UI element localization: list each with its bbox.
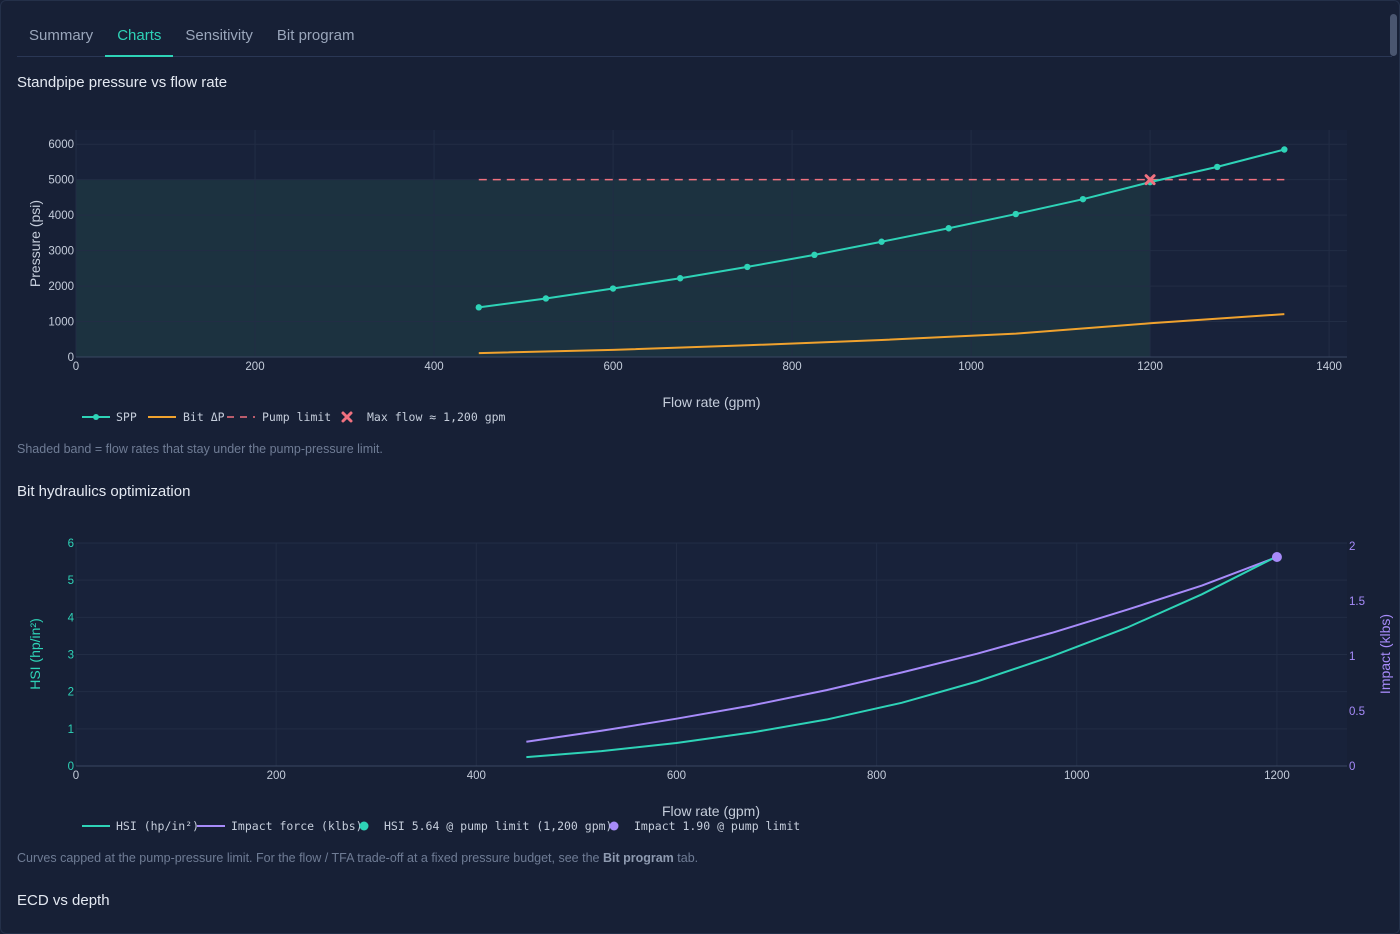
y-left-tick-label: 1 (68, 724, 74, 736)
legend-impact-label: Impact force (klbs) (231, 819, 363, 833)
x-tick-label: 1200 (1264, 770, 1290, 782)
impact-force-line (526, 556, 1278, 743)
spp-point (676, 275, 684, 282)
hsi-line (526, 555, 1278, 759)
y-right-tick-label: 0.5 (1349, 706, 1365, 718)
y-right-tick-label: 1.5 (1349, 596, 1365, 608)
x-axis-label: Flow rate (gpm) (662, 803, 760, 819)
y-right-tick-label: 2 (1349, 541, 1355, 553)
spp-point (609, 285, 617, 292)
spp-point (744, 263, 751, 271)
hydraulics-chart-note: Curves capped at the pump-pressure limit… (17, 851, 699, 865)
y-right-tick-label: 0 (1349, 761, 1355, 773)
y-left-tick-label: 5 (68, 575, 74, 587)
x-tick-label: 400 (467, 770, 486, 782)
spp-point (1281, 146, 1288, 153)
x-tick-label: 200 (245, 361, 264, 373)
y-left-tick-label: 2 (68, 687, 74, 699)
x-tick-label: 800 (782, 361, 801, 373)
y-tick-label: 4000 (48, 210, 74, 222)
hydraulics-chart-title: Bit hydraulics optimization (17, 483, 191, 500)
x-tick-label: 400 (424, 361, 443, 373)
tab-charts[interactable]: Charts (105, 18, 174, 57)
spp-chart-title: Standpipe pressure vs flow rate (17, 74, 228, 91)
y-tick-label: 3000 (48, 246, 74, 258)
scrollbar-thumb[interactable] (1390, 14, 1397, 56)
tab-bit-program[interactable]: Bit program (276, 27, 355, 44)
x-tick-label: 800 (867, 770, 886, 782)
y-tick-label: 6000 (48, 139, 74, 151)
spp-point (878, 238, 885, 245)
x-tick-label: 1000 (958, 361, 984, 373)
y-left-axis-label: HSI (hp/in²) (27, 618, 43, 690)
spp-point (1079, 195, 1087, 203)
spp-point (945, 225, 952, 232)
spp-point (542, 295, 550, 302)
legend-hsi-marker-swatch (359, 821, 369, 831)
x-tick-label: 1400 (1316, 361, 1342, 373)
y-right-axis-label: Impact (klbs) (1377, 614, 1393, 694)
max-flow-marker (1144, 174, 1156, 186)
spp-chart: 0 200 400 600 800 1000 1200 1400 0 1000 2000 3000 40… (27, 130, 1347, 424)
y-tick-label: 1000 (48, 317, 74, 329)
tab-sensitivity[interactable]: Sensitivity (185, 27, 253, 44)
x-tick-label: 1000 (1064, 770, 1090, 782)
bit-dp-line (478, 313, 1285, 355)
y-tick-label: 2000 (48, 281, 74, 293)
spp-point (1214, 163, 1221, 171)
legend-pump-limit-label: Pump limit (262, 410, 331, 424)
bit-program-link[interactable]: Bit program (602, 851, 674, 865)
spp-point (475, 304, 482, 311)
y-axis-label: Pressure (psi) (27, 200, 43, 287)
legend-hsi-label: HSI (hp/in²) (116, 819, 199, 833)
legend-spp-label: SPP (116, 410, 137, 424)
hydraulics-chart: 0 200 400 600 800 1000 1200 0 1 2 3 4 5 6 0 0.5 1 1.5 2 Flo… (27, 538, 1393, 833)
legend-hsi-marker-label: HSI 5.64 @ pump limit (1,200 gpm) (384, 819, 612, 833)
legend-impact-marker-label: Impact 1.90 @ pump limit (634, 819, 800, 833)
x-tick-label: 0 (73, 770, 79, 782)
tab-summary[interactable]: Summary (29, 27, 94, 44)
spp-point (811, 251, 818, 259)
x-tick-label: 1200 (1137, 361, 1163, 373)
spp-point (1012, 210, 1020, 218)
ecd-chart-title: ECD vs depth (17, 892, 110, 909)
y-tick-label: 5000 (48, 175, 74, 187)
x-tick-label: 600 (667, 770, 686, 782)
y-left-tick-label: 6 (68, 538, 74, 550)
y-tick-label: 0 (68, 352, 74, 364)
y-right-tick-label: 1 (1349, 651, 1355, 663)
tab-bar: Summary Charts Sensitivity Bit program (17, 18, 1392, 57)
y-left-tick-label: 0 (68, 761, 74, 773)
spp-chart-note: Shaded band = flow rates that stay under… (17, 442, 383, 456)
x-tick-label: 200 (267, 770, 286, 782)
legend-max-flow-swatch (341, 411, 353, 423)
y-left-tick-label: 4 (68, 612, 75, 624)
legend-max-flow-label: Max flow ≈ 1,200 gpm (367, 410, 506, 424)
x-tick-label: 0 (73, 361, 79, 373)
x-tick-label: 600 (603, 361, 622, 373)
x-axis-label: Flow rate (gpm) (662, 394, 760, 410)
legend-spp-dot (93, 414, 99, 420)
impact-pump-limit-marker (1271, 552, 1282, 562)
legend-bitdp-label: Bit ΔP (183, 410, 225, 424)
legend-impact-marker-swatch (609, 821, 619, 831)
y-left-tick-label: 3 (68, 650, 74, 662)
